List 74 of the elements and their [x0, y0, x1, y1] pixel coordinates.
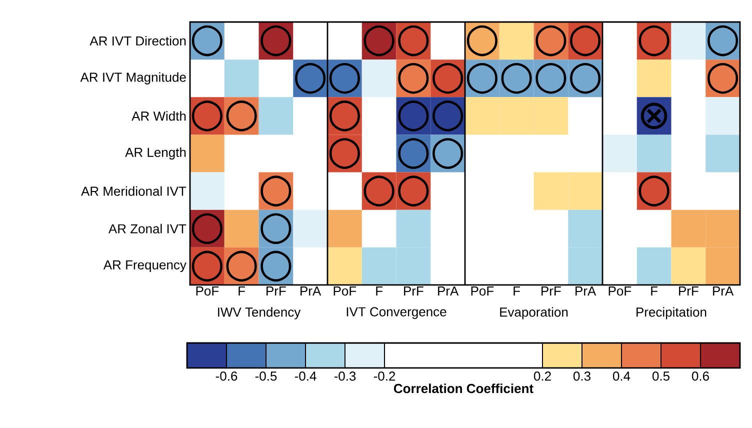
y-tick-label: AR IVT Direction — [90, 36, 186, 46]
data-label: ○ — [329, 138, 360, 169]
x-tick-label: PoF — [334, 286, 356, 296]
data-label: ○ — [638, 176, 670, 206]
data-label: ○ — [192, 213, 222, 244]
data-label: ○ — [466, 25, 498, 56]
color-bar-label: 0.3 — [573, 372, 590, 381]
x-tick-label: F — [376, 286, 383, 296]
data-label: ○ — [364, 25, 394, 56]
color-bar-title: Correlation Coefficient — [394, 384, 534, 394]
x-tick-label: PoF — [196, 286, 219, 296]
data-label: ○ — [432, 138, 464, 169]
y-tick-label: AR Frequency — [103, 260, 186, 272]
x-tick-label: F — [651, 286, 658, 296]
y-tick-label: AR IVT Magnitude — [80, 72, 186, 84]
data-label: ○ — [570, 62, 601, 94]
data-label: ○ — [398, 25, 429, 56]
data-label: ○ — [432, 62, 464, 94]
data-label: ○ — [260, 213, 292, 244]
color-bar-label: -0.5 — [255, 372, 277, 381]
data-label: ○ — [295, 62, 326, 94]
text: Evaporation — [500, 307, 568, 320]
color-bar-label: -0.6 — [216, 372, 238, 381]
data-label: ○ — [192, 100, 222, 132]
data-label: ○ — [708, 25, 738, 56]
data-label: ○ — [536, 62, 566, 94]
y-tick-label: AR Zonal IVT — [108, 224, 186, 234]
x-tick-label: PrA — [438, 286, 459, 296]
y-tick-label: AR Length — [125, 147, 186, 160]
color-bar-label: -0.3 — [334, 372, 356, 381]
x-tick-label: PrF — [266, 286, 286, 296]
data-label: ○ — [260, 25, 292, 56]
color-bar-label: 0.5 — [652, 372, 670, 381]
text: IVT Convergence — [346, 307, 446, 319]
x-tick-label: PoF — [608, 286, 632, 296]
data-label: ○ — [501, 62, 532, 94]
data-label: ○ — [638, 25, 670, 56]
x-tick-label: PrF — [679, 286, 698, 296]
x-tick-label: F — [514, 286, 520, 296]
color-bar-label: -0.4 — [294, 372, 316, 381]
data-label: ○ — [329, 100, 360, 132]
y-tick-label: AR Meridional IVT — [81, 186, 186, 196]
text: IWV Tendency — [218, 307, 301, 320]
data-label: ○ — [364, 176, 394, 206]
y-tick-label: AR Width — [132, 111, 186, 121]
data-label: ○ — [329, 62, 360, 94]
color-bar-label: 0.4 — [612, 372, 630, 381]
data-label: ○ — [260, 250, 292, 282]
data-label: ○ — [226, 100, 257, 132]
data-label: ○ — [536, 25, 566, 56]
data-label: ○ — [708, 62, 738, 94]
data-label: ○ — [570, 25, 601, 56]
x-tick-label: PrA — [713, 286, 734, 296]
data-label: ○ — [192, 25, 222, 56]
data-label: ○ — [432, 100, 464, 132]
x-tick-label: PoF — [471, 286, 494, 296]
data-label: ○ — [226, 250, 257, 282]
x-tick-label: PrF — [404, 286, 424, 296]
color-bar-label: -0.2 — [374, 372, 396, 381]
x-tick-label: PrA — [576, 286, 596, 296]
data-label: ○ — [192, 250, 222, 282]
x-tick-label: F — [238, 286, 246, 296]
text: Precipitation — [636, 307, 706, 320]
data-label: ○ — [398, 138, 429, 169]
color-bar-label: 0.6 — [692, 372, 709, 381]
color-bar-label: 0.2 — [534, 372, 551, 381]
data-label: ○ — [398, 100, 429, 132]
x-tick-label: PrF — [542, 286, 561, 296]
data-label: ○ — [260, 176, 292, 206]
x-tick-label: PrA — [300, 286, 322, 296]
data-label: ○ — [466, 62, 498, 94]
data-label: ⊗ — [640, 102, 668, 130]
data-label: ○ — [398, 176, 429, 206]
data-label: ○ — [398, 62, 429, 94]
